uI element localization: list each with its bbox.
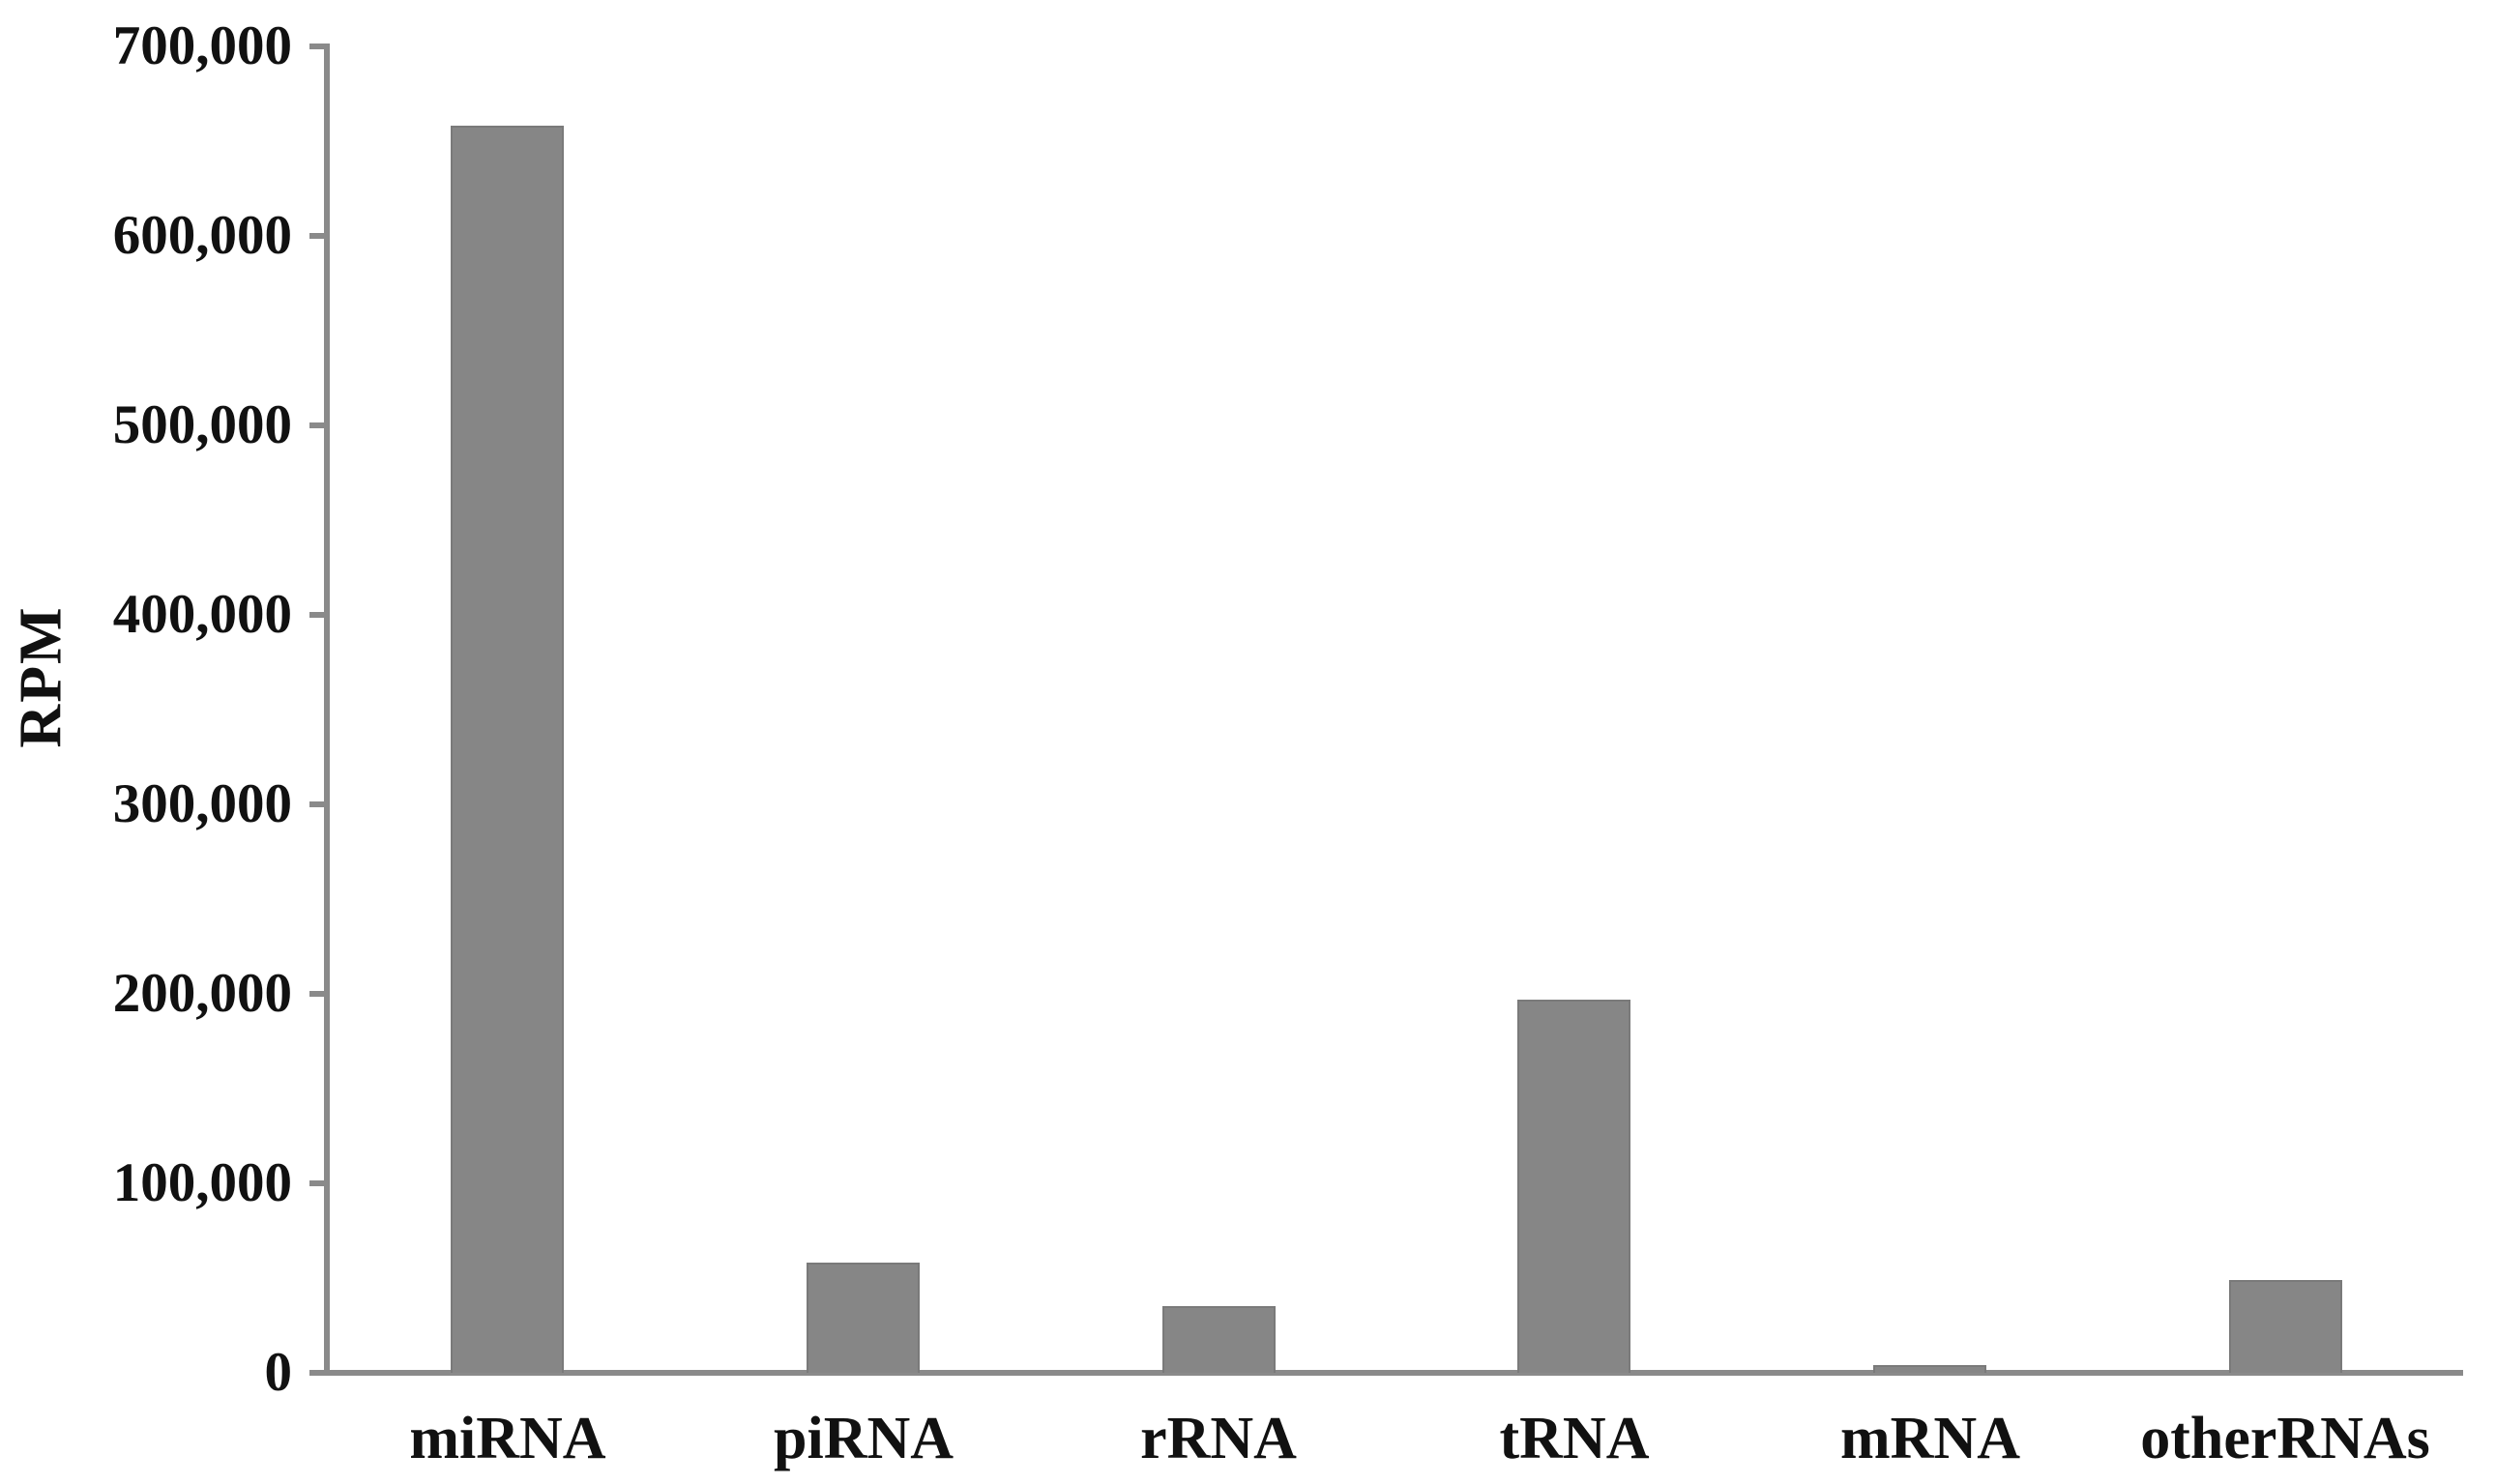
y-tick-label-700000: 700,000 (112, 15, 292, 76)
y-tick-mark-500000 (309, 422, 327, 428)
bar-rRNA (1162, 1306, 1276, 1373)
bar-piRNA (807, 1263, 920, 1373)
y-tick-mark-0 (309, 1370, 327, 1376)
y-tick-label-300000: 300,000 (112, 773, 292, 834)
bar-tRNA (1517, 1000, 1630, 1373)
bar-mRNA (1873, 1365, 1986, 1373)
y-tick-mark-400000 (309, 612, 327, 618)
x-category-label-rRNA: rRNA (1140, 1406, 1297, 1471)
y-tick-label-200000: 200,000 (112, 963, 292, 1024)
y-tick-label-500000: 500,000 (112, 394, 292, 455)
y-tick-label-100000: 100,000 (112, 1152, 292, 1213)
x-category-label-miRNA: miRNA (409, 1406, 606, 1471)
x-category-label-otherRNAs: otherRNAs (2140, 1406, 2430, 1471)
y-tick-mark-300000 (309, 801, 327, 807)
x-category-label-piRNA: piRNA (773, 1406, 954, 1471)
y-tick-mark-600000 (309, 233, 327, 239)
y-tick-mark-200000 (309, 991, 327, 997)
y-tick-label-600000: 600,000 (112, 205, 292, 266)
y-tick-mark-100000 (309, 1180, 327, 1186)
y-tick-label-0: 0 (264, 1342, 293, 1403)
x-axis-line (324, 1370, 2463, 1376)
x-category-label-tRNA: tRNA (1499, 1406, 1650, 1471)
y-tick-label-400000: 400,000 (112, 584, 292, 645)
y-tick-mark-700000 (309, 44, 327, 49)
y-axis-line (324, 44, 330, 1376)
x-category-label-mRNA: mRNA (1840, 1406, 2020, 1471)
bar-miRNA (451, 126, 564, 1373)
bar-otherRNAs (2229, 1280, 2342, 1373)
plot-area (330, 46, 2463, 1373)
